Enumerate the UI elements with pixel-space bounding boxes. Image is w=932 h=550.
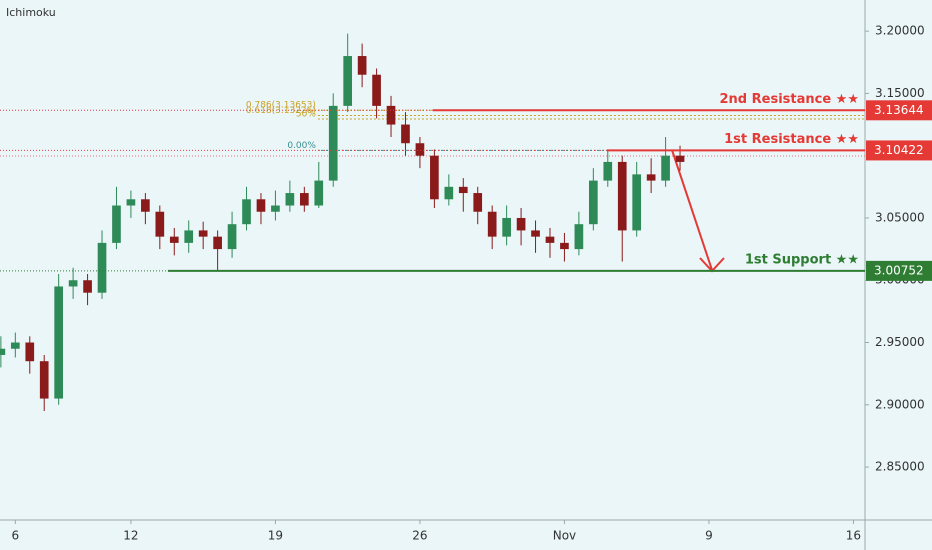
candle-body <box>675 155 685 162</box>
candle-body <box>126 199 136 206</box>
candle-body <box>372 74 381 106</box>
candle-body <box>646 174 656 181</box>
arrow <box>671 149 713 271</box>
candle-body <box>430 155 439 200</box>
candle-body <box>271 205 280 212</box>
candle-body <box>256 199 266 212</box>
level-name: 1st Resistance ★★ <box>724 132 859 147</box>
candle-body <box>487 211 497 237</box>
x-tick-label: 6 <box>11 529 19 543</box>
y-tick-label: 3.20000 <box>875 24 925 38</box>
level-tag <box>866 260 932 281</box>
x-tick-label: 26 <box>412 529 427 543</box>
candle-body <box>603 161 613 181</box>
candle-body <box>184 230 194 243</box>
level-tag-label: 3.10422 <box>874 143 924 157</box>
candle-body <box>141 199 150 212</box>
candle-body <box>401 124 410 144</box>
candle-body <box>227 224 237 250</box>
candle-body <box>285 193 295 206</box>
level-tag <box>866 100 932 121</box>
candle-body <box>10 342 20 349</box>
y-tick-label: 2.90000 <box>875 397 925 411</box>
candle-body <box>386 105 396 125</box>
candle-body <box>473 193 483 212</box>
candle-body <box>242 199 251 225</box>
candle-body <box>545 236 555 243</box>
fib-label: 50% <box>296 109 316 119</box>
candle-body <box>343 56 353 106</box>
candle-body <box>588 180 598 225</box>
fib-label: 0.786(3.13653) <box>246 101 316 111</box>
candle-body <box>299 193 309 206</box>
candle-body <box>531 230 540 237</box>
candle-body <box>560 242 569 250</box>
candle-body <box>54 286 64 399</box>
fib-label: 0.618(3.13226) <box>246 106 316 116</box>
candle-body <box>328 105 338 181</box>
x-tick-label: 19 <box>268 529 283 543</box>
y-tick-label: 3.05000 <box>875 210 925 224</box>
candle-body <box>112 205 121 243</box>
candle-body <box>25 342 35 362</box>
candle-body <box>39 361 49 399</box>
x-tick-label: 9 <box>705 529 713 543</box>
candle-body <box>97 242 107 293</box>
candle-body <box>314 180 324 206</box>
level-name: 2nd Resistance ★★ <box>720 92 860 107</box>
candle-body <box>68 280 78 287</box>
candle-body <box>357 56 367 75</box>
level-name: 1st Support ★★ <box>745 252 859 267</box>
level-tag <box>866 140 932 161</box>
candle-body <box>198 230 208 237</box>
candle-body <box>502 217 511 237</box>
candle-body <box>574 224 584 250</box>
indicator-label: Ichimoku <box>6 6 56 19</box>
level-tag-label: 3.00752 <box>874 263 924 277</box>
x-tick-label: 12 <box>123 529 138 543</box>
x-tick-label: Nov <box>553 529 576 543</box>
candle-body <box>444 186 454 200</box>
x-tick-label: 16 <box>846 529 861 543</box>
candle-body <box>169 236 179 243</box>
candle-body <box>632 174 642 231</box>
candle-body <box>213 236 222 250</box>
candle-body <box>617 161 627 231</box>
candle-body <box>415 143 425 156</box>
candle-body <box>661 155 670 181</box>
candle-body <box>516 217 526 231</box>
level-tag-label: 3.13644 <box>874 103 924 117</box>
y-tick-label: 2.85000 <box>875 460 925 474</box>
candle-body <box>155 211 165 237</box>
candle-body <box>458 186 468 194</box>
y-tick-label: 2.95000 <box>875 335 925 349</box>
candle-body <box>0 348 6 355</box>
candle-body <box>83 280 92 293</box>
y-tick-label: 3.15000 <box>875 86 925 100</box>
fib-label: 0.00% <box>287 141 316 151</box>
